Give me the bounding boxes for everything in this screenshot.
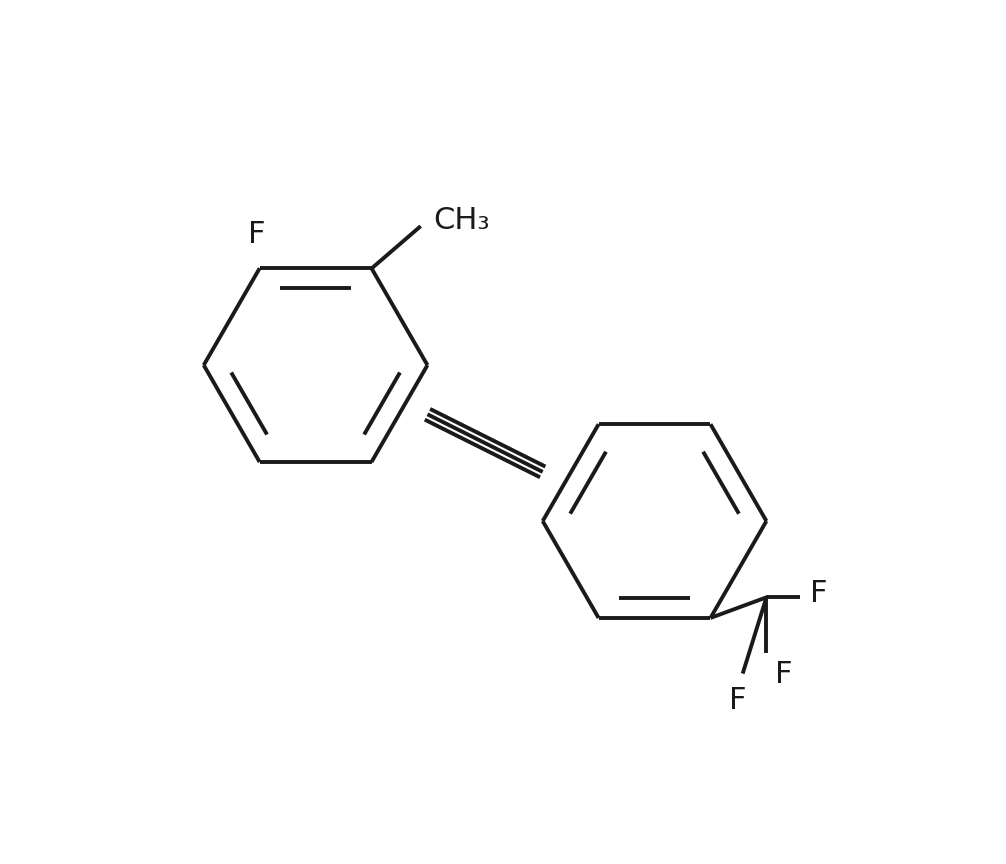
Text: F: F <box>775 660 792 689</box>
Text: F: F <box>728 686 746 715</box>
Text: CH₃: CH₃ <box>433 206 489 235</box>
Text: F: F <box>247 220 265 250</box>
Text: F: F <box>811 580 828 608</box>
